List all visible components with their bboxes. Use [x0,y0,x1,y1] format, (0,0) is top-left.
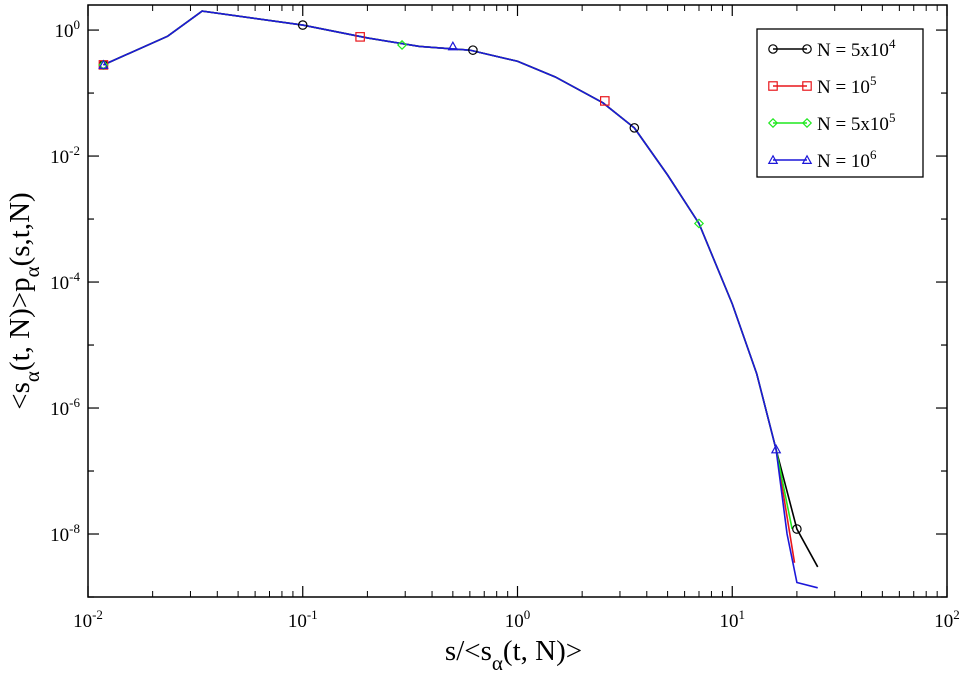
series-4-markers [98,40,782,454]
x-tick-label: 10-2 [73,607,103,632]
data-point [693,218,705,229]
data-point [770,444,782,454]
x-tick-label: 10-1 [288,607,318,632]
data-point [802,44,812,54]
data-point [768,44,778,54]
y-tick-label: 10-8 [50,521,80,546]
data-point [447,40,459,51]
y-tick-label: 10-2 [50,143,80,168]
data-point [397,39,408,51]
legend-box [756,28,924,178]
x-tick-label: 102 [934,607,960,632]
y-tick-label: 100 [55,17,81,42]
legend-label: N = 5x104 [817,36,896,61]
y-tick-label: 10-4 [50,269,80,294]
series-1-markers [98,20,802,534]
data-point [629,123,640,133]
data-point [98,59,109,70]
legend: N = 5x104 N = 105 N = 5x105 N = 106 [756,28,924,178]
series-line [103,10,819,568]
data-point [767,154,779,164]
legend-label: N = 106 [817,147,877,172]
series-3-markers [98,39,705,229]
series-line [103,10,793,530]
x-tick-label: 101 [720,607,746,632]
data-point [468,45,478,55]
series-layer [98,10,819,589]
series-line [103,10,818,589]
series-2-markers [98,32,610,106]
data-point [801,117,813,129]
data-point [802,81,812,91]
y-axis-label: <sα(t, N)>pα(s,t,N) [4,192,44,409]
y-tick-label: 10-6 [50,395,80,420]
x-tick-label: 100 [505,607,531,632]
data-point [297,20,308,30]
axes: 10-2 10-1 100 101 102 100 10-2 10-4 10-6 10-8 [50,4,960,632]
data-point [767,117,779,129]
series-3 [103,10,793,530]
axis-labels: s/<sα(t, N)> <sα(t, N)>pα(s,t,N) [4,192,582,675]
data-point [801,154,813,164]
x-axis-label: s/<sα(t, N)> [445,635,582,675]
data-point [768,81,778,91]
data-point [600,96,610,106]
data-point [355,32,365,42]
legend-label: N = 105 [817,73,876,98]
series-line [103,10,796,563]
data-point [98,59,109,69]
series-4 [103,10,818,589]
data-point [792,524,802,534]
legend-label: N = 5x105 [817,110,895,135]
series-1 [103,10,819,568]
series-2 [103,10,796,563]
